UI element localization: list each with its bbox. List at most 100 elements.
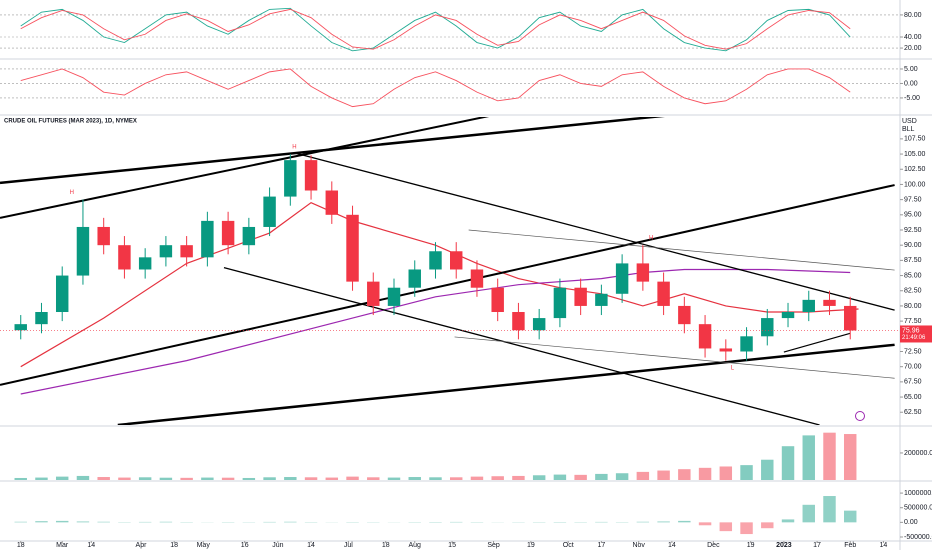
trendline xyxy=(0,117,490,219)
candle-body xyxy=(781,312,795,319)
volume-bar xyxy=(97,477,110,480)
candle-body xyxy=(823,299,836,306)
x-tick-label: 14 xyxy=(87,542,95,549)
x-tick-label: Feb xyxy=(844,542,856,549)
x-tick-label: Jul xyxy=(344,542,353,549)
volume-bar xyxy=(159,477,173,480)
y-tick-label: 82.50 xyxy=(904,288,922,295)
last-price-label: 75.96 xyxy=(902,327,920,334)
y-tick-label: 500000.00 xyxy=(904,505,932,512)
histogram-bar xyxy=(97,521,110,523)
candle-body xyxy=(180,245,193,258)
y-tick-label: 102.50 xyxy=(904,166,926,173)
trendline xyxy=(783,332,851,353)
histogram-bar xyxy=(740,522,753,535)
candle-body xyxy=(491,287,504,313)
candle-body xyxy=(97,226,110,246)
volume-bar xyxy=(242,477,256,480)
volume-bar xyxy=(657,470,670,480)
x-tick-label: 16 xyxy=(241,542,249,549)
volume-bar xyxy=(367,477,380,480)
y-tick-label: 70.00 xyxy=(904,364,922,371)
pivot-label: H xyxy=(70,190,74,196)
volume-bar xyxy=(284,477,297,480)
candle-body xyxy=(553,287,567,319)
x-tick-label: Oct xyxy=(563,542,574,549)
candle-body xyxy=(159,245,173,258)
candle-body xyxy=(325,190,339,215)
histogram-bar xyxy=(55,520,69,523)
y-tick-label: 87.50 xyxy=(904,257,922,264)
volume-bar xyxy=(844,434,857,480)
histogram-bar xyxy=(823,496,836,523)
line xyxy=(20,7,851,52)
histogram-bar xyxy=(657,521,670,523)
x-tick-label: Apr xyxy=(136,542,148,549)
x-tick-label: 19 xyxy=(747,542,755,549)
x-tick-label: 14 xyxy=(668,542,676,549)
y-tick-label: 107.50 xyxy=(904,136,926,143)
x-tick-label: 18 xyxy=(17,542,25,549)
volume-bar xyxy=(14,477,27,480)
y-tick-label: 72.50 xyxy=(904,348,922,355)
volume-bar xyxy=(761,459,774,480)
candle-body xyxy=(408,269,421,288)
trendline xyxy=(468,229,895,271)
volume-bar xyxy=(346,476,359,480)
volume-bar xyxy=(719,466,733,480)
pivot-label: L xyxy=(731,365,735,371)
candle-body xyxy=(201,220,214,258)
volume-bar xyxy=(698,467,712,480)
histogram-bar xyxy=(844,510,857,523)
candle-body xyxy=(367,281,380,306)
y-tick-label: 80.00 xyxy=(904,12,922,19)
candle-body xyxy=(450,251,463,270)
volume-bar xyxy=(615,473,629,480)
y-tick-label: 0.00 xyxy=(904,80,918,87)
candle-body xyxy=(636,263,650,282)
y-tick-label: 105.00 xyxy=(904,151,926,158)
volume-bar xyxy=(553,474,567,480)
y-tick-label: 100.00 xyxy=(904,181,926,188)
volume-bar xyxy=(740,465,753,480)
volume-bar xyxy=(325,477,339,480)
histogram-bar xyxy=(76,521,90,523)
event-icon[interactable] xyxy=(855,411,865,421)
x-tick-label: May xyxy=(197,542,211,549)
x-tick-label: 18 xyxy=(170,542,178,549)
y-tick-label: 20.00 xyxy=(904,45,922,52)
candle-body xyxy=(284,160,297,197)
volume-bar xyxy=(429,477,442,480)
candle-body xyxy=(761,318,774,337)
y-tick-label: 65.00 xyxy=(904,394,922,401)
candle-body xyxy=(657,281,670,306)
candle-body xyxy=(512,312,525,331)
volume-bar xyxy=(221,477,235,480)
candle-body xyxy=(532,318,546,331)
trendline xyxy=(454,336,895,379)
trendline xyxy=(294,152,895,311)
y-tick-label: 80.00 xyxy=(904,303,922,310)
candle-body xyxy=(387,287,401,306)
candle-body xyxy=(55,275,69,313)
volume-bar xyxy=(823,432,836,480)
volume-bar xyxy=(55,476,69,480)
candle-body xyxy=(263,196,276,227)
chart-title: CRUDE OIL FUTURES (MAR 2023), 1D, NYMEX xyxy=(4,119,137,125)
pivot-label: H xyxy=(649,235,653,241)
candle-body xyxy=(118,245,131,270)
volume-bar xyxy=(304,477,318,480)
volume-bar xyxy=(781,446,795,480)
candle-body xyxy=(595,293,608,306)
x-tick-label: Nov xyxy=(632,542,645,549)
volume-bar xyxy=(35,477,48,480)
histogram-bar xyxy=(284,521,297,523)
trendline xyxy=(223,267,820,425)
x-tick-label: 15 xyxy=(448,542,456,549)
candle-body xyxy=(678,305,691,325)
candle-body xyxy=(470,269,484,288)
volume-bar xyxy=(76,475,90,480)
volume-bar xyxy=(470,476,484,480)
countdown: 21:49:06 xyxy=(902,335,926,341)
line xyxy=(20,68,851,108)
